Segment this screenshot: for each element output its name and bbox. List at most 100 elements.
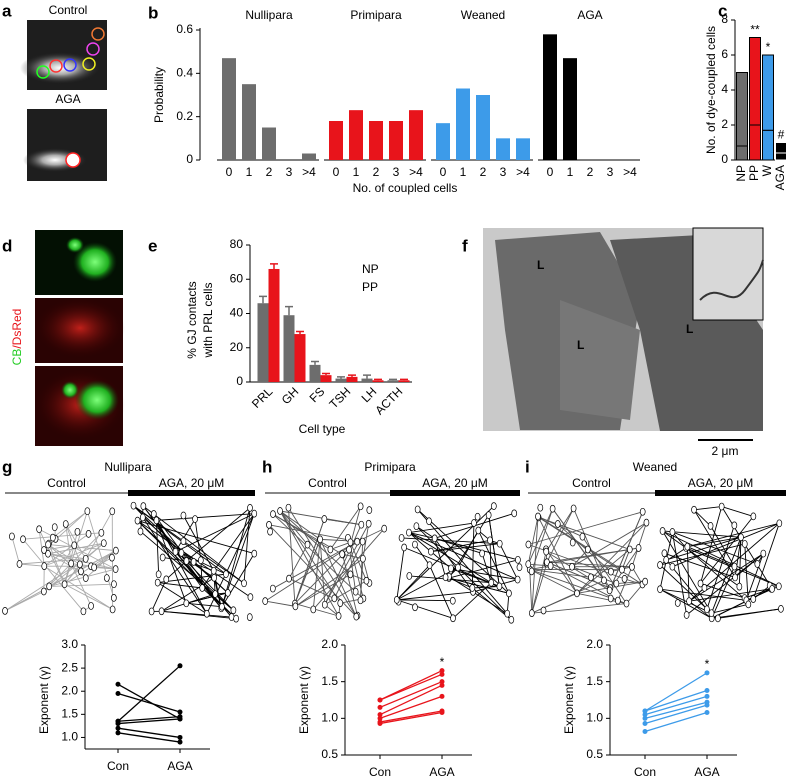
network-edge [531, 603, 627, 614]
network-node [358, 520, 365, 529]
network-edge [429, 565, 454, 619]
network-edge [396, 599, 454, 619]
network-node [621, 575, 628, 583]
network-edge [528, 511, 643, 545]
pair-line [117, 683, 181, 720]
network-node [80, 607, 87, 616]
x-tick-label: AGA [167, 759, 192, 773]
point [439, 709, 445, 715]
network-node [50, 533, 56, 542]
network-node [504, 609, 511, 618]
facet-title: Primipara [350, 8, 402, 22]
point [439, 668, 445, 674]
network-node [247, 593, 254, 601]
bar-segment [775, 142, 787, 154]
network-node [615, 596, 621, 605]
network-edge [434, 537, 483, 554]
x-tick-label: PRL [249, 384, 276, 411]
y-tick-label: 0.2 [176, 109, 193, 123]
network-edge [672, 531, 758, 565]
network-node [51, 523, 58, 532]
y-tick-label: 40 [230, 306, 244, 320]
network-edge [752, 523, 780, 600]
network-node [192, 515, 198, 523]
network-node [401, 543, 408, 552]
network-node [496, 582, 503, 591]
network-node [163, 575, 170, 584]
network-node [197, 556, 204, 565]
x-tick-label: 2 [587, 165, 594, 179]
point [115, 725, 121, 731]
network-node [137, 527, 144, 536]
network-edge [685, 547, 747, 601]
network-node [74, 527, 81, 536]
network-edge [156, 513, 255, 521]
network-node [488, 578, 495, 587]
network-edge [408, 532, 432, 552]
network-node [346, 545, 352, 554]
bar [262, 127, 276, 160]
network-node [354, 537, 361, 546]
network-node [20, 535, 26, 544]
bar [456, 88, 470, 160]
network-node [750, 595, 757, 603]
network-node [731, 562, 738, 571]
network-node [172, 547, 179, 556]
x-tick-label: 3 [393, 165, 400, 179]
network-edge [19, 563, 45, 567]
network-node [406, 572, 413, 580]
x-tick-label: >4 [302, 165, 316, 179]
x-tick-label: 0 [333, 165, 340, 179]
network-edge [85, 542, 105, 560]
network-node [449, 596, 456, 605]
network-node [2, 607, 8, 615]
network-edge [342, 553, 364, 560]
network-edge [448, 576, 508, 615]
network-node [574, 589, 580, 598]
network-edge [617, 566, 633, 601]
network-node [661, 549, 668, 558]
y-axis-label: with PRL cells [201, 283, 215, 359]
network-edge [408, 532, 492, 584]
network-node [745, 600, 752, 609]
panel-letter: i [525, 457, 530, 476]
network-edge [165, 560, 187, 580]
network-node [428, 547, 434, 556]
bar [496, 138, 510, 160]
pair-line [379, 710, 443, 723]
network-node [91, 563, 97, 572]
panel-letter: a [2, 1, 12, 20]
pair-line [644, 701, 708, 719]
error-bar [285, 305, 293, 316]
network-node [203, 609, 210, 618]
pair-line [117, 732, 181, 743]
network-node [626, 545, 633, 554]
point [642, 720, 648, 726]
x-axis-label: No. of coupled cells [353, 181, 458, 195]
network-edge [396, 547, 405, 600]
y-tick-label: 1.0 [586, 711, 603, 725]
x-tick-label: NP [734, 165, 748, 182]
network-edge [151, 579, 167, 612]
network-node [246, 613, 253, 621]
network-edge [70, 563, 92, 607]
network-node [71, 541, 78, 550]
network-edge [52, 510, 88, 538]
error-bar [374, 378, 382, 381]
y-tick-label: 4 [721, 82, 728, 96]
network-edge [350, 542, 367, 581]
error-bar [363, 374, 371, 379]
y-tick-label: 0 [186, 152, 193, 166]
network-node [398, 534, 405, 542]
network-edge [396, 599, 453, 602]
network-edge [162, 557, 187, 562]
network-node [223, 570, 229, 578]
network-edge [142, 517, 208, 615]
bar [257, 303, 269, 382]
point [177, 709, 183, 715]
point [704, 693, 710, 699]
pair-line [644, 704, 708, 725]
network-edge [43, 533, 89, 567]
error-bar [296, 330, 304, 335]
